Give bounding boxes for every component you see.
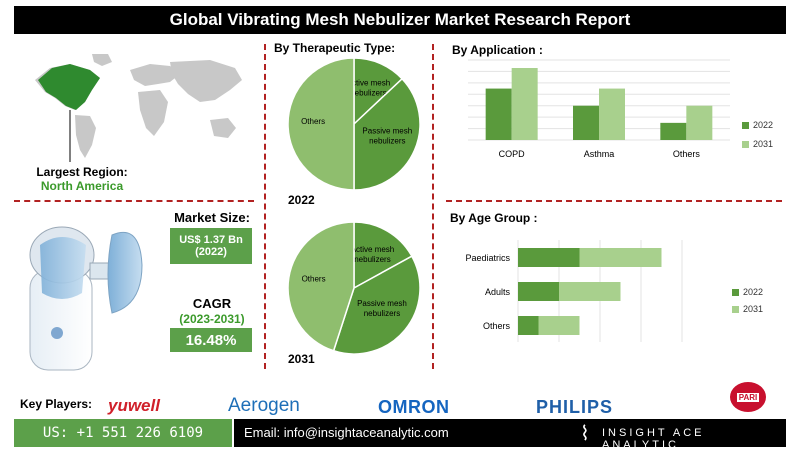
x-tick-label: COPD [499,149,526,159]
bar-2022 [573,105,599,140]
age-group-title: By Age Group : [450,211,538,225]
pie-slice-label: Active mesh nebulizers [351,245,395,264]
pie-2022-year: 2022 [288,193,315,207]
pie-chart-2022: Active mesh nebulizers Passive mesh nebuliz… [287,57,421,191]
market-size-label: Market Size: [174,210,250,225]
bar-2031 [511,68,538,140]
report-title: Global Vibrating Mesh Nebulizer Market R… [14,6,786,34]
y-tick-label: Paediatrics [465,253,510,263]
application-title: By Application : [452,43,543,57]
bar-2031 [559,282,621,301]
footer-phone: US: +1 551 226 6109 [14,419,232,447]
cagr-value: 16.48% [185,331,237,349]
largest-region-value: North America [40,179,124,193]
application-legend: 2022 2031 [742,120,773,149]
pie-slice [353,77,421,191]
logo-pari: PARI [730,382,766,412]
legend-item-2022: 2022 [732,287,763,297]
key-players-label: Key Players: [20,397,93,411]
y-tick-label: Adults [485,287,511,297]
divider-right-h [446,200,782,202]
bar-2031 [579,248,662,267]
pie-slice [353,221,413,290]
legend-item-2022: 2022 [742,120,773,130]
legend-swatch [742,140,749,148]
market-size-value: US$ 1.37 Bn [179,234,243,246]
nebulizer-illustration [29,226,143,371]
pie-slice [287,57,355,191]
logo-omron: OMRON [378,397,450,417]
bar-2022 [518,282,559,301]
pie-slice-label: Others [302,275,326,284]
divider-left [264,44,266,369]
legend-label: 2031 [743,304,764,314]
brand-text: INSIGHT ACE ANALYTIC [602,427,705,451]
legend-item-2031: 2031 [732,304,763,314]
north-america-highlight [38,64,100,110]
pie-slice-label: Passive mesh nebulizers [357,299,407,318]
legend-label: 2022 [753,120,774,130]
pie-slice-label: Active mesh nebulizers [347,79,391,98]
legend-label: 2031 [753,139,774,149]
bar-2031 [599,88,625,140]
bar-2022 [518,316,539,335]
bar-2022 [518,248,580,267]
therapeutic-title: By Therapeutic Type: [274,41,396,55]
market-size-box: US$ 1.37 Bn (2022) [170,228,252,264]
application-bar-chart: COPD Asthma Others [468,59,730,159]
logo-philips: PHILIPS [536,397,614,417]
cagr-label: CAGR [192,296,232,311]
world-map [35,54,242,162]
legend-label: 2022 [743,287,764,297]
largest-region-label: Largest Region: [36,165,128,179]
logo-pari-text: PARI [736,392,760,402]
pie-slice-label: Others [301,117,325,126]
x-tick-label: Asthma [584,149,615,159]
logo-yuwell: yuwell [108,396,160,415]
legend-swatch [742,121,749,129]
pie-slice [287,221,355,352]
x-tick-label: Others [673,149,701,159]
bar-2031 [538,316,580,335]
age-group-legend: 2022 2031 [732,287,763,314]
footer-bar: Email: info@insightaceanalytic.com ⌇ INS… [234,419,786,451]
divider-right [432,44,434,369]
email-text: Email: info@insightaceanalytic.com [244,425,449,440]
pie-chart-2031: Active mesh nebulizers Passive mesh nebuliz… [287,221,421,355]
cagr-box: 16.48% [170,328,252,352]
market-size-year: (2022) [195,246,227,258]
logo-aerogen: Aerogen [228,395,300,416]
pie-2031-year: 2031 [288,352,315,366]
bar-2031 [686,105,713,140]
brand-logo-icon: ⌇ [580,423,590,445]
age-group-bar-chart: Paediatrics Adults Others [465,240,683,342]
title-text: Global Vibrating Mesh Nebulizer Market R… [169,10,631,29]
bar-2022 [485,88,512,140]
cagr-period: (2023-2031) [179,312,245,326]
legend-item-2031: 2031 [742,139,773,149]
pie-slice-label: Passive mesh nebulizers [362,126,412,145]
bar-2022 [660,122,687,140]
phone-text: US: +1 551 226 6109 [42,425,204,441]
y-tick-label: Others [483,321,511,331]
divider-left-h [14,200,254,202]
legend-swatch [732,288,739,296]
legend-swatch [732,305,739,313]
pie-slice [332,255,421,355]
